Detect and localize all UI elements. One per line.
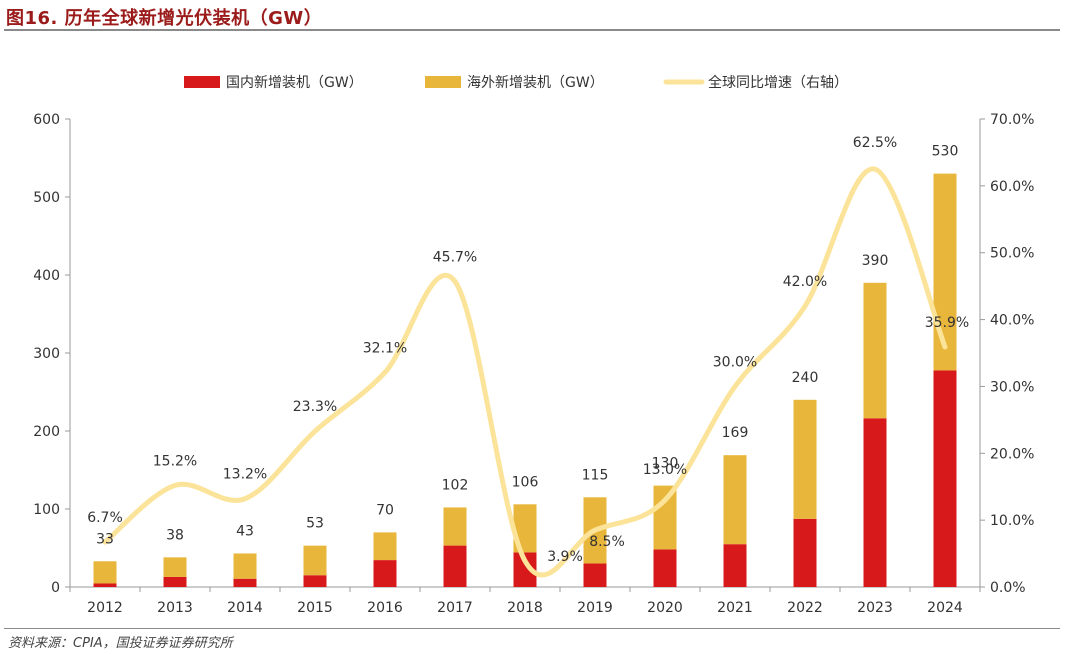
y-right-tick-label: 40.0% bbox=[990, 313, 1034, 329]
x-tick-label: 2023 bbox=[857, 600, 893, 616]
x-tick-label: 2021 bbox=[717, 600, 753, 616]
x-tick-label: 2020 bbox=[647, 600, 683, 616]
bar-domestic bbox=[303, 575, 327, 587]
y-right-tick-label: 0.0% bbox=[990, 580, 1026, 596]
growth-rate-label: 6.7% bbox=[87, 510, 123, 526]
bar-overseas bbox=[723, 455, 747, 545]
bar-total-label: 38 bbox=[166, 527, 184, 543]
y-right-tick-label: 30.0% bbox=[990, 379, 1034, 395]
growth-rate-label: 13.0% bbox=[643, 462, 687, 478]
x-tick-label: 2019 bbox=[577, 600, 613, 616]
bar-total-label: 169 bbox=[722, 425, 749, 441]
bar-domestic bbox=[93, 583, 117, 587]
bar-overseas bbox=[163, 557, 187, 577]
data-labels: 33 38 43 53 70 102 106 115 130 169 240 390 530 6.7% 15… bbox=[87, 135, 969, 565]
source-divider bbox=[4, 628, 1060, 629]
growth-line-group bbox=[102, 166, 948, 578]
y-left-tick-label: 0 bbox=[51, 580, 60, 596]
bar-total-label: 130 bbox=[652, 456, 679, 472]
x-tick-label: 2012 bbox=[87, 600, 123, 616]
bar-overseas bbox=[303, 545, 327, 576]
bar-domestic bbox=[653, 549, 677, 587]
bar-overseas bbox=[863, 282, 887, 419]
legend-swatch bbox=[425, 76, 461, 88]
bar-domestic bbox=[583, 563, 607, 587]
growth-rate-label: 45.7% bbox=[433, 249, 477, 265]
x-tick-label: 2022 bbox=[787, 600, 823, 616]
axes: 0 100 200 300 400 500 600 0.0% 10.0% 20.0% 30.0% 40… bbox=[33, 112, 1034, 616]
bar-domestic bbox=[163, 576, 187, 587]
x-tick-label: 2016 bbox=[367, 600, 403, 616]
bar-total-label: 43 bbox=[236, 523, 254, 539]
source-note: 资料来源：CPIA，国投证券证券研究所 bbox=[8, 636, 233, 651]
bar-domestic bbox=[373, 560, 397, 587]
bar-overseas bbox=[793, 399, 817, 519]
bar-total-label: 33 bbox=[96, 531, 114, 547]
title-divider bbox=[4, 29, 1060, 31]
growth-rate-label: 62.5% bbox=[853, 135, 897, 151]
growth-rate-label: 35.9% bbox=[925, 315, 969, 331]
y-right-tick-label: 10.0% bbox=[990, 513, 1034, 529]
bar-overseas bbox=[233, 553, 257, 579]
bar-total-label: 530 bbox=[932, 144, 959, 160]
bars bbox=[93, 173, 957, 587]
y-left-tick-label: 300 bbox=[33, 346, 60, 362]
growth-rate-label: 13.2% bbox=[223, 467, 267, 483]
growth-rate-label: 32.1% bbox=[363, 340, 407, 356]
legend-swatch bbox=[184, 76, 220, 88]
x-tick-label: 2013 bbox=[157, 600, 193, 616]
bar-overseas bbox=[93, 561, 117, 584]
growth-rate-label: 8.5% bbox=[589, 534, 625, 550]
y-left-tick-label: 200 bbox=[33, 424, 60, 440]
y-right-tick-label: 50.0% bbox=[990, 246, 1034, 262]
bar-domestic bbox=[443, 545, 467, 587]
bar-total-label: 53 bbox=[306, 516, 324, 532]
legend-label: 国内新增装机（GW） bbox=[226, 75, 363, 91]
y-right-tick-label: 20.0% bbox=[990, 446, 1034, 462]
bar-overseas bbox=[443, 507, 467, 546]
bar-domestic bbox=[513, 552, 537, 587]
bar-total-label: 240 bbox=[792, 370, 819, 386]
bar-total-label: 106 bbox=[512, 474, 539, 490]
y-right-tick-label: 70.0% bbox=[990, 112, 1034, 128]
bar-domestic bbox=[933, 370, 957, 587]
bar-total-label: 390 bbox=[862, 253, 889, 269]
legend: 国内新增装机（GW） 海外新增装机（GW） 全球同比增速（右轴） bbox=[184, 74, 848, 91]
bar-overseas bbox=[653, 485, 677, 550]
x-tick-label: 2017 bbox=[437, 600, 473, 616]
growth-rate-label: 42.0% bbox=[783, 274, 827, 290]
bar-domestic bbox=[793, 518, 817, 587]
bar-overseas bbox=[933, 173, 957, 371]
y-right-tick-label: 60.0% bbox=[990, 179, 1034, 195]
bar-total-label: 70 bbox=[376, 502, 394, 518]
x-tick-label: 2018 bbox=[507, 600, 543, 616]
legend-label: 全球同比增速（右轴） bbox=[708, 74, 848, 91]
y-left-tick-label: 500 bbox=[33, 190, 60, 206]
bar-total-label: 115 bbox=[582, 467, 609, 483]
y-left-tick-label: 400 bbox=[33, 268, 60, 284]
growth-rate-label: 15.2% bbox=[153, 453, 197, 469]
x-tick-label: 2014 bbox=[227, 600, 263, 616]
chart-title: 图16. 历年全球新增光伏装机（GW） bbox=[6, 8, 323, 29]
bar-domestic bbox=[233, 578, 257, 587]
growth-line bbox=[102, 166, 948, 578]
growth-rate-label: 30.0% bbox=[713, 354, 757, 370]
y-left-tick-label: 600 bbox=[33, 112, 60, 128]
legend-label: 海外新增装机（GW） bbox=[467, 75, 604, 91]
bar-overseas bbox=[373, 532, 397, 561]
y-left-tick-label: 100 bbox=[33, 502, 60, 518]
bar-domestic bbox=[723, 544, 747, 587]
growth-rate-label: 23.3% bbox=[293, 399, 337, 415]
bar-domestic bbox=[863, 418, 887, 587]
growth-rate-label: 3.9% bbox=[547, 549, 583, 565]
bar-total-label: 102 bbox=[442, 477, 469, 493]
x-tick-label: 2015 bbox=[297, 600, 333, 616]
x-tick-label: 2024 bbox=[927, 600, 963, 616]
